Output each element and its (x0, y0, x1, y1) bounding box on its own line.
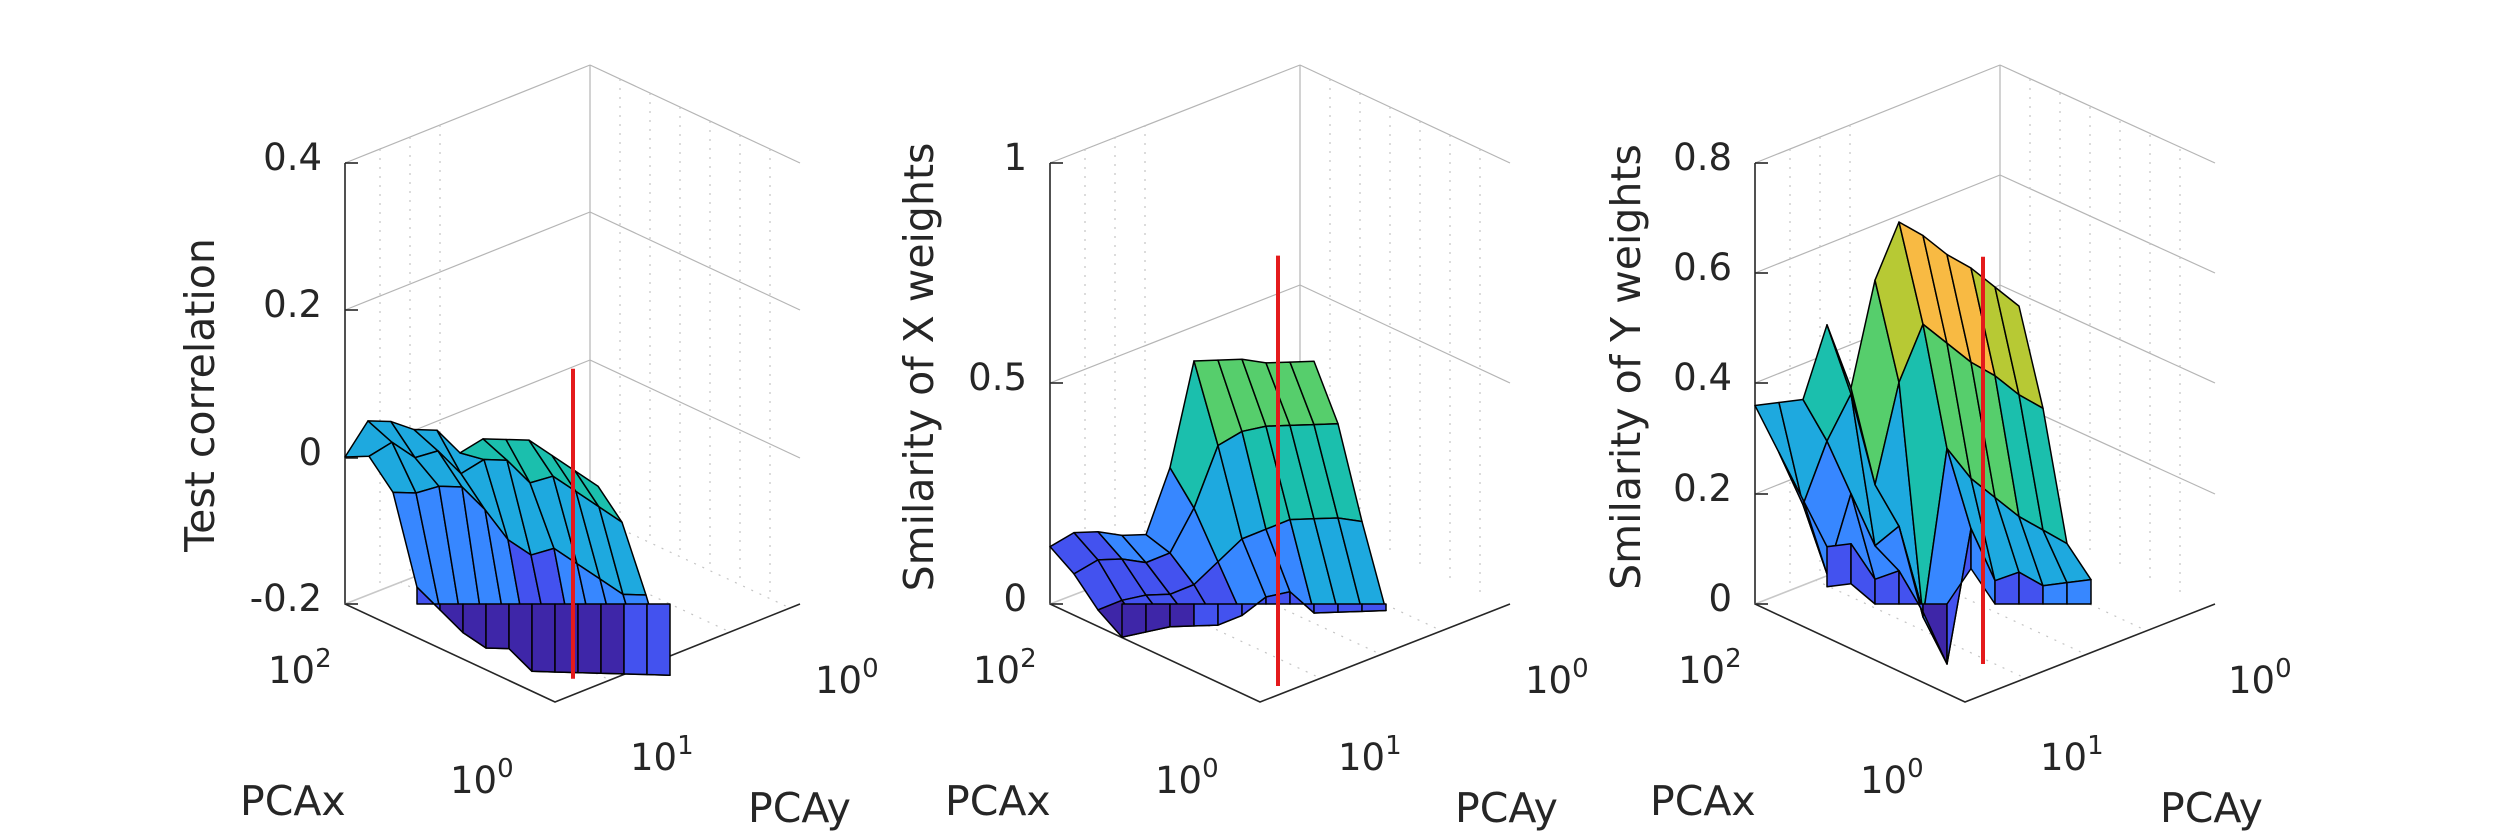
surface-similarity-y-weights (1754, 221, 2092, 665)
surface-skirt (2066, 578, 2092, 605)
x-tick-label: 102 (268, 644, 332, 692)
z-axis-label: Test correlation (176, 238, 224, 553)
z-tick-label: 0 (298, 431, 322, 474)
surface-skirt (485, 603, 510, 650)
surface-skirt (577, 603, 602, 674)
y-tick-label: 100 (2228, 654, 2292, 702)
z-tick-label: 0.2 (263, 283, 322, 326)
y-tick-label: 101 (2040, 731, 2104, 779)
surface-skirt (1121, 603, 1147, 638)
z-axis-label: Smilarity of X weights (895, 143, 943, 592)
z-tick-label: -0.2 (250, 577, 322, 620)
x-tick-label: 100 (1155, 754, 1219, 802)
y-axis-label: PCAy (1455, 784, 1558, 832)
z-axis-label: Smilarity of Y weights (1602, 144, 1650, 590)
surface-skirt (1145, 603, 1171, 633)
z-tick-label: 0.2 (1673, 467, 1732, 510)
x-tick-label: 100 (450, 754, 514, 802)
y-axis-label: PCAy (2160, 784, 2263, 832)
surface-skirt (1361, 603, 1387, 613)
surface-skirt (508, 603, 533, 673)
surface-skirt (1922, 603, 1948, 665)
z-tick-label: 1 (1003, 136, 1027, 179)
surface-skirt (531, 603, 556, 673)
x-axis-label: PCAx (945, 777, 1051, 825)
z-tick-label: 0.4 (1673, 356, 1732, 399)
y-axis-label: PCAy (748, 784, 851, 832)
panel-similarity-y-weights: 0.8 0.6 0.4 0.2 0 Smilarity of Y weights… (1602, 64, 2292, 832)
surface-skirt (2042, 581, 2068, 605)
y-tick-label: 101 (1338, 731, 1402, 779)
surface-skirt (439, 603, 464, 634)
back-grid (344, 64, 801, 703)
z-tick-label: 0.8 (1673, 136, 1732, 179)
surface-skirt (462, 603, 487, 649)
surface-skirt (600, 603, 625, 675)
surface-similarity-x-weights (1049, 358, 1387, 638)
surface-skirt (1217, 603, 1243, 626)
surface-skirt (646, 603, 671, 676)
surface-skirt (1193, 603, 1219, 627)
z-tick-label: 0 (1708, 577, 1732, 620)
surface-skirt (623, 603, 648, 676)
y-tick-label: 100 (1525, 654, 1589, 702)
z-tick-label: 0.5 (968, 356, 1027, 399)
surface-skirt (1337, 603, 1363, 613)
x-tick-label: 102 (973, 644, 1037, 692)
x-axis-label: PCAx (240, 777, 346, 825)
surface-test-correlation (344, 420, 671, 676)
x-tick-label: 102 (1678, 644, 1742, 692)
x-tick-label: 100 (1860, 754, 1924, 802)
z-tick-label: 0 (1003, 577, 1027, 620)
z-tick-label: 0.4 (263, 136, 322, 179)
y-tick-label: 101 (630, 731, 694, 779)
panel-test-correlation: 0.4 0.2 0 -0.2 Test correlation 102 100 … (176, 64, 879, 832)
back-grid (1754, 64, 2216, 703)
surface-skirt (1313, 603, 1339, 614)
z-tick-label: 0.6 (1673, 246, 1732, 289)
surface-skirt (1826, 543, 1852, 588)
x-axis-label: PCAx (1650, 777, 1756, 825)
surface-skirt (1169, 603, 1195, 628)
panel-similarity-x-weights: 1 0.5 0 Smilarity of X weights 102 100 1… (895, 64, 1589, 832)
y-tick-label: 100 (815, 654, 879, 702)
axis-box (344, 163, 801, 703)
